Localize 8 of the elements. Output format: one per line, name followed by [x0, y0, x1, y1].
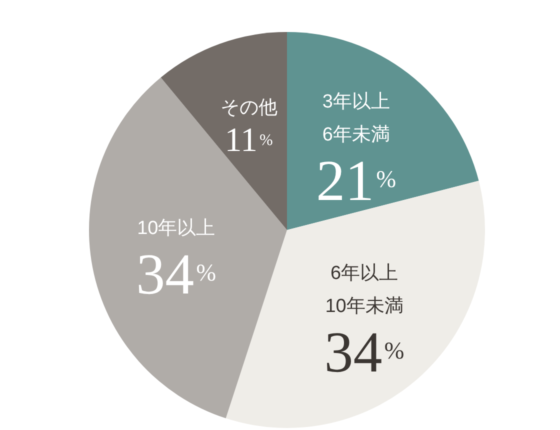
slice-label: 3年以上 6年未満	[322, 91, 390, 146]
slice-label: 6年以上 10年未満	[325, 262, 404, 317]
slice-label: 10年以上	[137, 218, 216, 240]
data-label: 11%	[224, 121, 273, 158]
data-label: 21%	[316, 147, 396, 212]
data-label: 34%	[136, 241, 216, 306]
data-label: 34%	[324, 318, 404, 384]
slice-label: その他	[220, 97, 278, 118]
